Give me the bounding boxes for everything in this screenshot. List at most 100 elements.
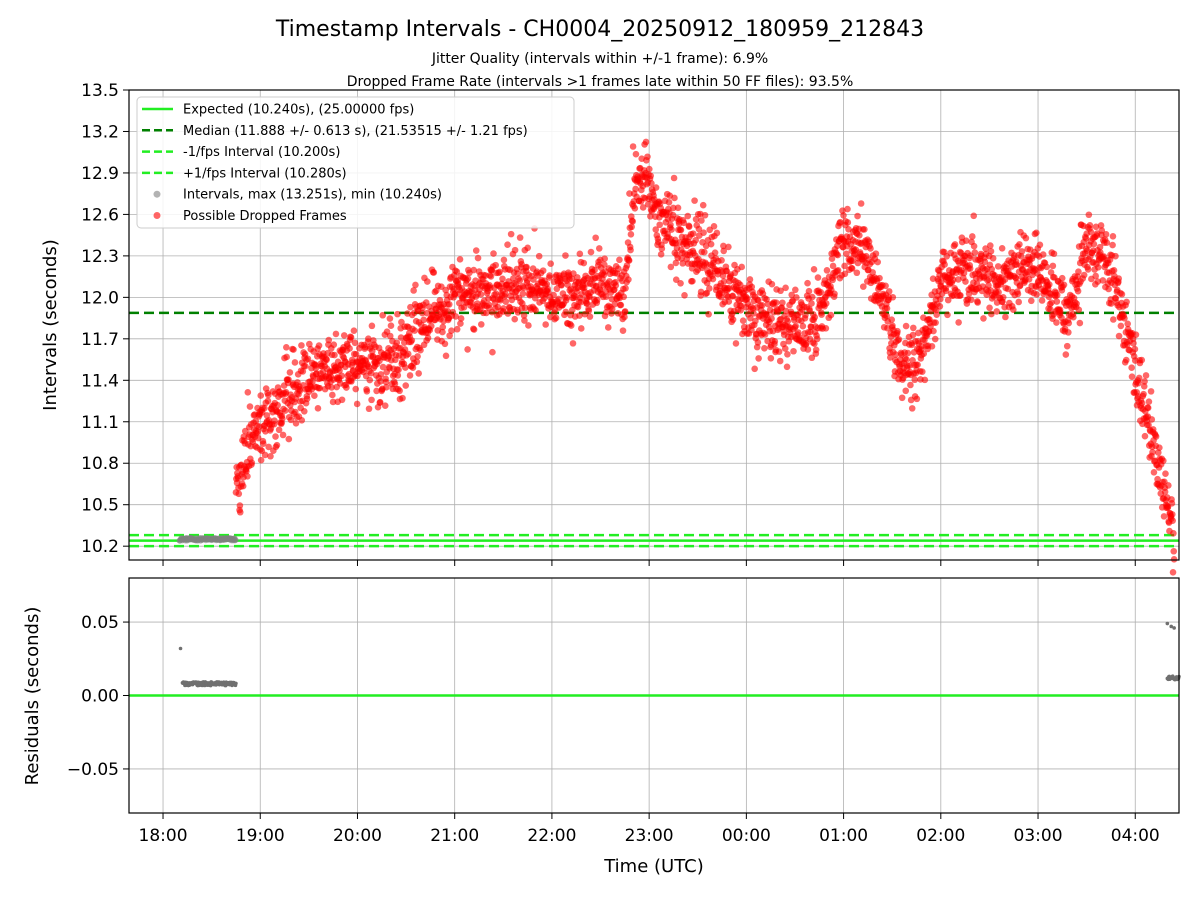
legend-marker xyxy=(153,212,161,219)
dropped-frame-point xyxy=(854,212,861,220)
dropped-frame-point xyxy=(1124,320,1131,328)
dropped-frame-point xyxy=(767,354,775,362)
dropped-frame-point xyxy=(817,289,825,296)
dropped-frame-point xyxy=(379,363,387,371)
dropped-frame-point xyxy=(818,311,825,318)
dropped-frame-point xyxy=(406,372,414,379)
dropped-frame-point xyxy=(732,340,740,347)
dropped-frame-point xyxy=(424,334,432,342)
dropped-frame-point xyxy=(267,452,274,460)
dropped-frame-point xyxy=(1135,374,1143,382)
interval-point xyxy=(232,536,239,543)
dropped-frame-point xyxy=(445,301,453,308)
dropped-frame-point xyxy=(315,342,323,349)
dropped-frame-point xyxy=(982,245,989,252)
dropped-frame-point xyxy=(532,306,539,314)
dropped-frame-point xyxy=(377,371,385,378)
dropped-frame-point xyxy=(914,361,921,369)
dropped-frame-point xyxy=(1087,228,1095,236)
dropped-frame-point xyxy=(418,309,426,317)
dropped-frame-point xyxy=(921,376,929,384)
y-tick-label: 10.8 xyxy=(81,454,119,474)
legend-entry-label: Median (11.888 +/- 0.613 s), (21.53515 +… xyxy=(183,124,528,139)
dropped-frame-point xyxy=(1118,290,1126,298)
dropped-frame-point xyxy=(625,257,633,264)
dropped-frame-point xyxy=(492,290,500,297)
dropped-frame-point xyxy=(962,237,970,244)
dropped-frame-point xyxy=(706,285,713,292)
dropped-frame-point xyxy=(980,315,987,322)
dropped-frame-point xyxy=(811,340,818,347)
dropped-frame-point xyxy=(738,263,746,271)
y-tick-label: 12.9 xyxy=(81,164,119,184)
dropped-frame-point xyxy=(244,473,251,480)
dropped-frame-point xyxy=(415,370,422,377)
dropped-frame-point xyxy=(920,350,928,357)
dropped-frame-point xyxy=(860,283,867,290)
dropped-frame-point xyxy=(601,261,608,268)
dropped-frame-point xyxy=(257,392,265,399)
dropped-frame-point xyxy=(810,266,818,273)
dropped-frame-point xyxy=(656,221,663,229)
dropped-frame-point xyxy=(1140,390,1147,398)
dropped-frame-point xyxy=(577,325,585,332)
dropped-frame-point xyxy=(645,165,653,173)
dropped-frame-point xyxy=(306,340,313,348)
dropped-frame-point xyxy=(808,300,815,307)
dropped-frame-point xyxy=(502,298,510,305)
dropped-frame-point xyxy=(1022,234,1030,242)
dropped-frame-point xyxy=(500,256,508,264)
dropped-frame-point xyxy=(272,433,279,440)
dropped-frame-point xyxy=(453,268,461,275)
dropped-frame-point xyxy=(381,402,389,409)
dropped-frame-point xyxy=(1142,372,1150,379)
dropped-frame-point xyxy=(689,230,697,237)
dropped-frame-point xyxy=(542,321,549,328)
dropped-frame-point xyxy=(840,212,847,219)
dropped-frame-point xyxy=(286,369,294,376)
dropped-frame-point xyxy=(620,293,628,301)
dropped-frame-point xyxy=(521,317,528,324)
dropped-frame-point xyxy=(279,415,286,423)
dropped-frame-point xyxy=(1156,444,1163,451)
dropped-frame-point xyxy=(1128,373,1136,380)
residual-y-tick-label: 0.05 xyxy=(81,613,119,633)
dropped-frame-point xyxy=(1135,379,1142,387)
dropped-frame-point xyxy=(1027,297,1035,305)
dropped-frame-point xyxy=(895,336,903,343)
dropped-frame-point xyxy=(814,274,822,281)
dropped-frame-point xyxy=(314,405,322,412)
dropped-frame-point xyxy=(457,315,465,322)
dropped-frame-point xyxy=(725,243,732,251)
dropped-frame-point xyxy=(803,340,810,347)
dropped-frame-point xyxy=(779,299,786,307)
dropped-frame-point xyxy=(248,459,256,466)
dropped-frame-point xyxy=(736,281,744,289)
dropped-frame-point xyxy=(311,392,318,399)
dropped-frame-point xyxy=(793,294,800,301)
dropped-frame-point xyxy=(771,338,779,345)
dropped-frame-point xyxy=(257,456,265,464)
dropped-frame-point xyxy=(279,431,287,439)
dropped-frame-point xyxy=(960,269,968,277)
dropped-frame-point xyxy=(1094,278,1102,285)
dropped-frame-point xyxy=(265,391,272,399)
dropped-frame-point xyxy=(885,288,893,295)
dropped-frame-point xyxy=(299,368,307,375)
dropped-frame-point xyxy=(974,299,981,306)
dropped-frame-point xyxy=(500,305,507,312)
dropped-frame-point xyxy=(489,348,496,356)
dropped-frame-point xyxy=(678,255,685,262)
y-tick-label: 12.3 xyxy=(81,247,119,267)
dropped-frame-point xyxy=(402,364,409,371)
dropped-frame-point xyxy=(474,300,481,307)
dropped-frame-point xyxy=(999,293,1007,301)
dropped-frame-point xyxy=(259,440,267,447)
dropped-frame-point xyxy=(1115,332,1123,340)
y-tick-label: 12.6 xyxy=(81,205,119,225)
dropped-frame-point xyxy=(985,282,992,289)
dropped-frame-point xyxy=(524,244,531,252)
dropped-frame-point xyxy=(822,300,830,307)
dropped-frame-point xyxy=(1141,378,1148,385)
dropped-frame-point xyxy=(718,257,725,264)
